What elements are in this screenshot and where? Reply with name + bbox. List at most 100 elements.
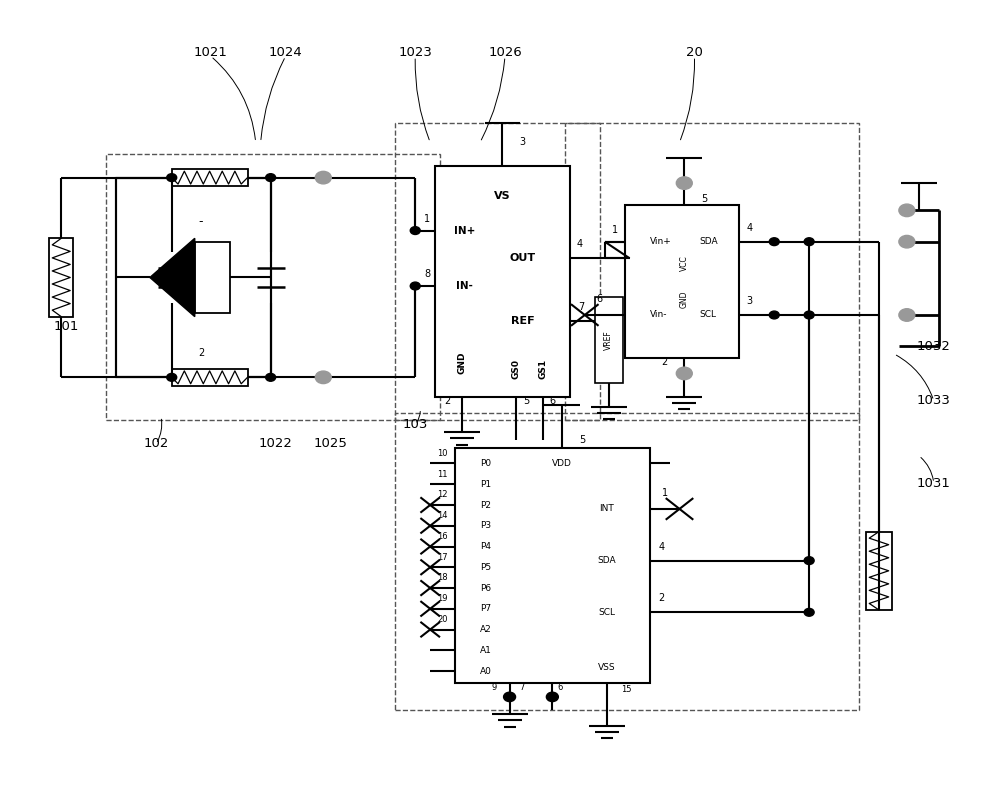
Bar bbox=[116, 178, 271, 377]
Text: A2: A2 bbox=[480, 625, 492, 634]
Text: 5: 5 bbox=[523, 396, 529, 406]
Circle shape bbox=[676, 177, 692, 189]
Text: 10: 10 bbox=[437, 449, 447, 457]
Circle shape bbox=[315, 171, 331, 184]
Text: 12: 12 bbox=[437, 490, 447, 499]
Text: 1032: 1032 bbox=[917, 340, 951, 352]
Text: GND: GND bbox=[458, 351, 467, 373]
Bar bbox=[172, 369, 248, 386]
Circle shape bbox=[804, 556, 814, 564]
Text: SDA: SDA bbox=[597, 556, 616, 565]
Text: VS: VS bbox=[494, 191, 511, 201]
Text: 101: 101 bbox=[54, 320, 79, 333]
Text: SCL: SCL bbox=[699, 310, 716, 319]
Text: P7: P7 bbox=[480, 604, 491, 613]
Circle shape bbox=[410, 226, 420, 234]
Text: SCL: SCL bbox=[598, 608, 615, 617]
Text: 15: 15 bbox=[621, 685, 632, 693]
Text: P5: P5 bbox=[480, 563, 491, 571]
Text: 3: 3 bbox=[746, 296, 752, 306]
Text: GS0: GS0 bbox=[511, 359, 520, 379]
Text: 2: 2 bbox=[198, 348, 204, 358]
Text: 2: 2 bbox=[661, 358, 667, 367]
Text: 1033: 1033 bbox=[917, 395, 951, 407]
Text: IN-: IN- bbox=[456, 281, 473, 291]
Text: 1026: 1026 bbox=[488, 46, 522, 59]
Circle shape bbox=[769, 238, 779, 245]
Text: 19: 19 bbox=[437, 594, 447, 603]
Circle shape bbox=[504, 692, 516, 702]
Text: Vin-: Vin- bbox=[650, 310, 667, 319]
Circle shape bbox=[266, 174, 276, 182]
Bar bbox=[595, 297, 623, 384]
Circle shape bbox=[410, 282, 420, 290]
Bar bbox=[172, 169, 248, 186]
Text: 20: 20 bbox=[686, 46, 703, 59]
Text: 14: 14 bbox=[437, 511, 447, 520]
Text: 5: 5 bbox=[701, 194, 707, 204]
Text: P0: P0 bbox=[480, 459, 491, 468]
Text: Vin+: Vin+ bbox=[650, 237, 672, 246]
Text: 6: 6 bbox=[597, 294, 603, 304]
Text: 1031: 1031 bbox=[917, 476, 951, 490]
Circle shape bbox=[167, 174, 177, 182]
Circle shape bbox=[167, 373, 177, 381]
Text: VDD: VDD bbox=[552, 459, 572, 468]
Text: 1025: 1025 bbox=[314, 438, 347, 450]
Text: 5: 5 bbox=[579, 435, 585, 445]
Text: 11: 11 bbox=[437, 469, 447, 479]
Text: GS1: GS1 bbox=[538, 359, 547, 380]
Circle shape bbox=[266, 373, 276, 381]
Text: 7: 7 bbox=[519, 683, 524, 692]
Circle shape bbox=[804, 238, 814, 245]
Text: 2: 2 bbox=[444, 396, 450, 406]
Bar bbox=[106, 154, 440, 421]
Text: 16: 16 bbox=[437, 532, 447, 541]
Text: 17: 17 bbox=[437, 553, 447, 561]
Bar bbox=[395, 123, 600, 421]
Text: SDA: SDA bbox=[699, 237, 718, 246]
Circle shape bbox=[315, 371, 331, 384]
Circle shape bbox=[804, 311, 814, 319]
Circle shape bbox=[899, 204, 915, 217]
Circle shape bbox=[899, 309, 915, 321]
Text: REF: REF bbox=[511, 316, 534, 325]
Text: 8: 8 bbox=[424, 270, 430, 279]
Bar bbox=[49, 238, 73, 317]
Text: 1024: 1024 bbox=[269, 46, 302, 59]
Text: VCC: VCC bbox=[680, 255, 689, 271]
Text: 18: 18 bbox=[437, 573, 447, 582]
Text: VREF: VREF bbox=[604, 330, 613, 350]
Text: INT: INT bbox=[599, 505, 614, 513]
Text: -: - bbox=[199, 215, 203, 228]
Text: 1: 1 bbox=[661, 488, 668, 498]
Polygon shape bbox=[150, 238, 195, 317]
Text: 4: 4 bbox=[746, 222, 752, 233]
Bar bbox=[195, 242, 230, 313]
Text: 6: 6 bbox=[550, 396, 556, 406]
Circle shape bbox=[899, 236, 915, 248]
Circle shape bbox=[769, 311, 779, 319]
Text: A1: A1 bbox=[480, 646, 492, 655]
Circle shape bbox=[546, 692, 558, 702]
Text: 1: 1 bbox=[612, 225, 618, 235]
Text: P3: P3 bbox=[480, 521, 491, 531]
Bar bbox=[395, 413, 859, 711]
Circle shape bbox=[676, 367, 692, 380]
Text: 3: 3 bbox=[519, 138, 526, 147]
Circle shape bbox=[804, 608, 814, 616]
Text: 4: 4 bbox=[577, 239, 583, 249]
Text: 1022: 1022 bbox=[259, 438, 293, 450]
Text: 6: 6 bbox=[558, 683, 563, 692]
Text: P4: P4 bbox=[480, 542, 491, 551]
Bar bbox=[435, 166, 570, 397]
Text: P2: P2 bbox=[480, 501, 491, 509]
Text: 1021: 1021 bbox=[194, 46, 228, 59]
Text: 7: 7 bbox=[579, 302, 585, 311]
Text: 9: 9 bbox=[492, 683, 497, 692]
Text: GND: GND bbox=[680, 291, 689, 308]
Bar bbox=[625, 205, 739, 358]
Text: A0: A0 bbox=[480, 667, 492, 675]
Bar bbox=[455, 448, 650, 683]
Text: VSS: VSS bbox=[598, 663, 616, 671]
